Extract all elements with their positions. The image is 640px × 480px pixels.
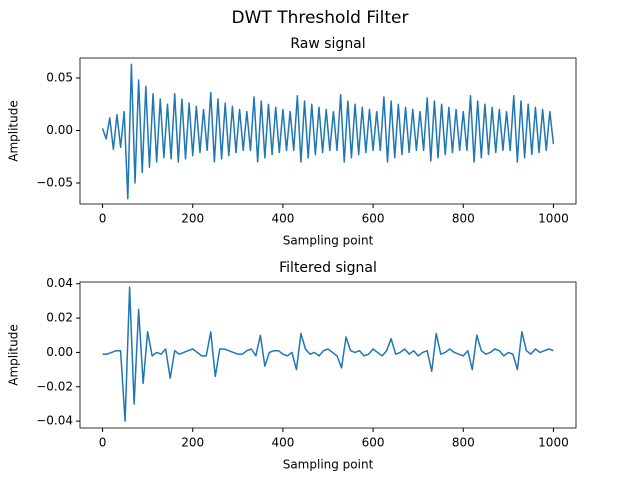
x-tick-label: 400 bbox=[271, 436, 294, 450]
y-tick-label: −0.05 bbox=[36, 175, 73, 189]
axes-title: Raw signal bbox=[290, 36, 365, 52]
signal-line bbox=[102, 286, 554, 422]
x-tick-label: 1000 bbox=[538, 436, 569, 450]
x-tick-label: 400 bbox=[271, 212, 294, 226]
y-tick-label: 0.02 bbox=[46, 311, 73, 325]
y-axis-label: Amplitude bbox=[7, 100, 21, 162]
axes-frame bbox=[79, 57, 577, 205]
y-axis-label: Amplitude bbox=[7, 324, 21, 386]
y-tick-label: 0.00 bbox=[46, 345, 73, 359]
figure-title: DWT Threshold Filter bbox=[232, 8, 409, 28]
x-axis-label: Sampling point bbox=[283, 234, 374, 248]
x-tick-label: 800 bbox=[452, 436, 475, 450]
x-tick-label: 600 bbox=[362, 436, 385, 450]
axes-frame bbox=[79, 281, 577, 429]
x-tick-label: 600 bbox=[362, 212, 385, 226]
y-tick-label: 0.04 bbox=[46, 276, 73, 290]
y-tick-label: −0.02 bbox=[36, 379, 73, 393]
y-tick-label: 0.00 bbox=[46, 123, 73, 137]
signal-line bbox=[101, 63, 555, 200]
x-axis-label: Sampling point bbox=[283, 458, 374, 472]
x-tick-label: 800 bbox=[452, 212, 475, 226]
axes-title: Filtered signal bbox=[279, 260, 377, 276]
x-tick-label: 0 bbox=[99, 436, 107, 450]
x-tick-label: 0 bbox=[99, 212, 107, 226]
x-tick-label: 200 bbox=[181, 436, 204, 450]
x-tick-label: 200 bbox=[181, 212, 204, 226]
x-tick-label: 1000 bbox=[538, 212, 569, 226]
y-tick-label: 0.05 bbox=[46, 70, 73, 84]
y-tick-label: −0.04 bbox=[36, 414, 73, 428]
